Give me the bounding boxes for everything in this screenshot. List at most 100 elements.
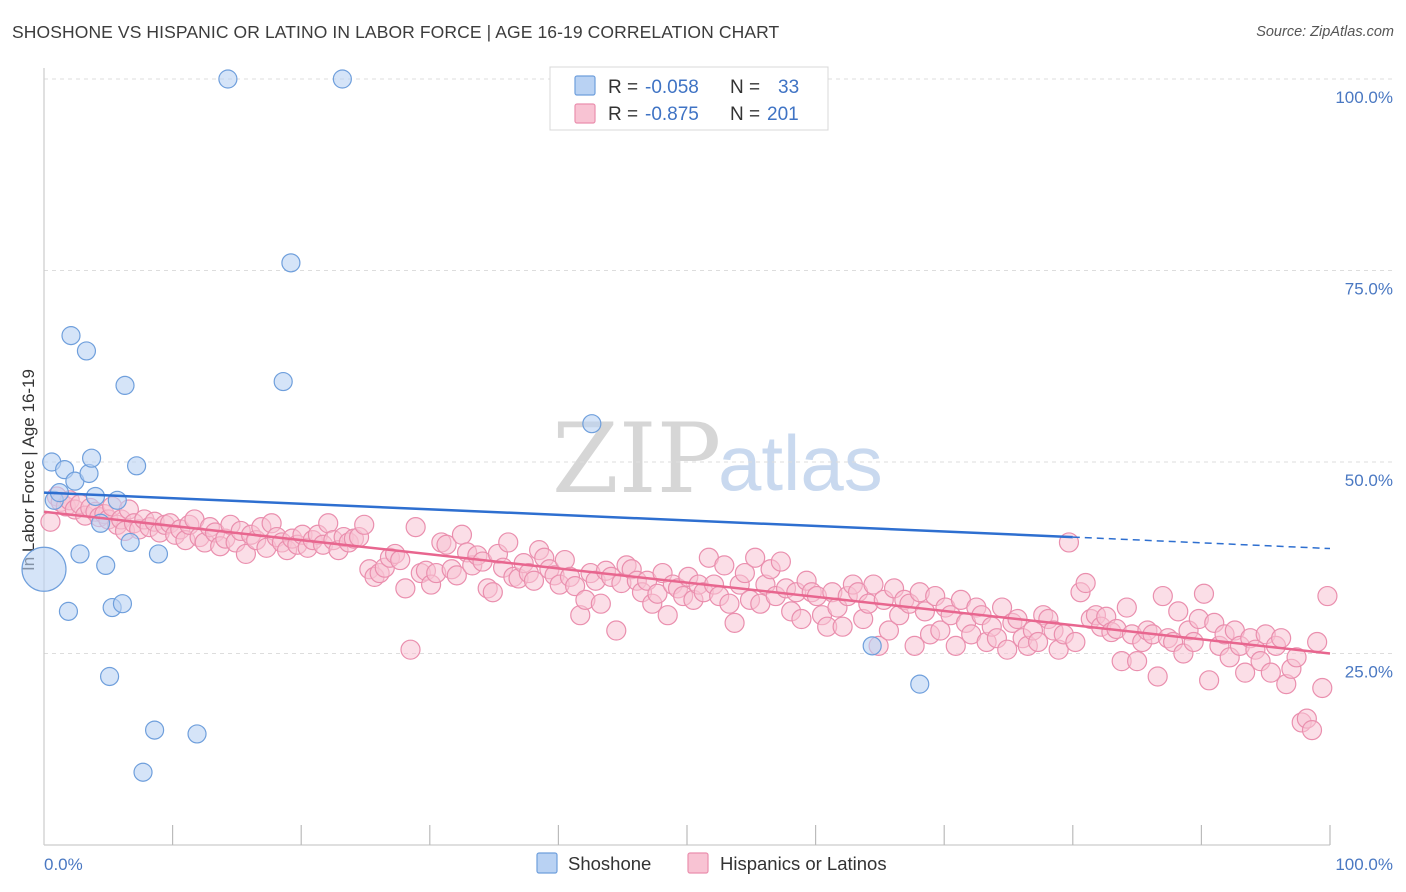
hispanic-point [318,513,339,534]
hispanic-point [1027,631,1049,653]
shoshone-point [112,594,133,614]
hispanic-point [745,547,766,568]
hispanic-points [40,486,1338,741]
shoshone-points [21,69,930,782]
hispanic-point [914,601,936,622]
hispanic-point [1075,572,1096,594]
hispanic-point [354,514,375,535]
shoshone-point [281,253,301,273]
source-label: Source: ZipAtlas.com [1256,24,1394,40]
hispanic-point [1307,631,1328,653]
hispanic-point [1065,631,1086,653]
hispanic-point [523,570,545,591]
shoshone-point [115,375,135,395]
hispanic-point [878,620,900,641]
hispanic-trendline [43,510,1331,655]
hispanic-point [554,549,575,571]
shoshone-point [85,486,106,507]
shoshone-point [107,490,127,510]
shoshone-point [61,326,81,346]
hispanic-point [40,511,61,532]
y-tick-label-50: 50.0% [1345,471,1393,490]
shoshone-point [21,546,67,592]
shoshone-point [187,724,207,744]
hispanic-point [714,555,735,576]
hispanic-point [1317,585,1338,607]
bottom-legend-shoshone: Shoshone [568,853,651,874]
hispanic-point [395,578,416,599]
hispanic-point [1301,719,1323,741]
bottom-swatch-hispanic [687,852,709,874]
legend: R = -0.058 N = 33 R = -0.875 N = 201 [549,66,829,131]
hispanic-point [930,620,951,641]
shoshone-point [218,69,238,89]
bottom-legend-hispanic: Hispanics or Latinos [720,853,887,874]
y-tick-label-100: 100.0% [1335,88,1393,107]
y-tick-label-25: 25.0% [1345,663,1393,682]
legend-n-label-hispanic: N = [730,104,760,125]
hispanic-point [647,583,668,604]
hispanic-point [1168,601,1189,622]
hispanic-point [400,639,421,660]
hispanic-point [724,612,745,633]
hispanic-point [1152,585,1173,607]
shoshone-point [332,69,352,89]
shoshone-point [133,762,153,782]
hispanic-point [832,616,853,637]
hispanic-point [498,532,519,553]
hispanic-point [791,608,812,630]
shoshone-point [58,601,79,621]
legend-swatch-hispanic [574,103,596,124]
hispanic-point [1193,583,1215,604]
hispanic-point [657,605,678,626]
hispanic-point [482,582,503,603]
hispanic-point [565,575,586,597]
legend-swatch-shoshone [574,75,596,96]
hispanic-point [863,574,884,595]
x-tick-labels: 0.0% 100.0% [44,855,1393,874]
hispanic-point [436,534,457,555]
hispanic-point [904,635,925,656]
y-axis-label: In Labor Force | Age 16-19 [19,369,38,571]
watermark-zip: ZIP [552,403,721,515]
hispanic-point [405,517,426,538]
hispanic-point [390,549,411,571]
hispanic-point [451,524,473,545]
hispanic-point [770,551,791,572]
shoshone-point [76,341,97,361]
shoshone-point [126,456,147,476]
x-tick-label-100: 100.0% [1335,855,1393,874]
shoshone-trendline [43,491,1073,539]
hispanic-point [1312,677,1333,699]
y-tick-label-75: 75.0% [1345,280,1393,299]
hispanic-point [235,543,257,565]
bottom-legend: Shoshone Hispanics or Latinos [536,852,887,874]
legend-box [549,66,829,131]
hispanic-point [1235,662,1256,683]
hispanic-point [606,620,627,641]
hispanic-point [446,565,467,586]
shoshone-point [81,448,102,468]
legend-n-label-shoshone: N = [730,77,760,98]
hispanic-point [1260,662,1281,683]
chart-title: SHOSHONE VS HISPANIC OR LATINO IN LABOR … [12,22,780,42]
x-tick-label-0: 0.0% [44,855,83,874]
hispanic-point [1126,651,1148,672]
hispanic-point [1271,628,1292,649]
shoshone-point [273,371,293,392]
legend-r-value-shoshone: -0.058 [645,77,699,98]
legend-r-label-shoshone: R = [608,77,638,98]
hispanic-point [1147,666,1168,687]
hispanic-point [997,639,1018,660]
shoshone-trendline-extension [1072,536,1331,550]
legend-r-label-hispanic: R = [608,104,638,125]
bottom-swatch-shoshone [536,852,558,874]
shoshone-point [120,532,140,553]
shoshone-point [70,544,90,564]
hispanic-point [1199,670,1220,691]
hispanic-point [734,562,755,584]
legend-n-value-hispanic: 201 [767,104,799,125]
shoshone-point [148,544,169,564]
shoshone-point [144,720,165,740]
